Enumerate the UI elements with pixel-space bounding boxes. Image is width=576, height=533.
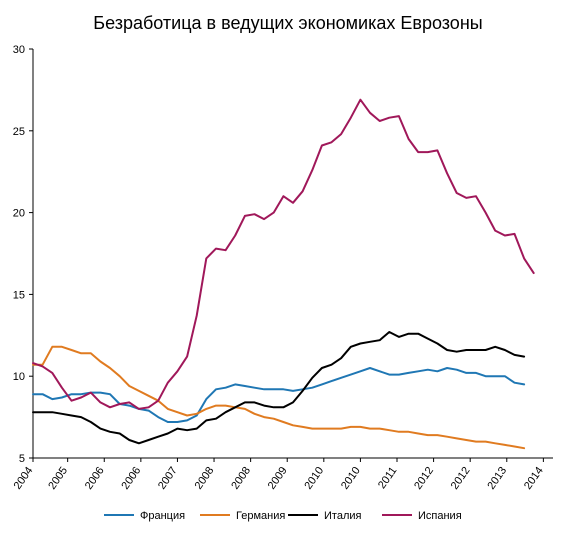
- y-tick-label: 20: [13, 208, 25, 220]
- legend-label: Германия: [236, 510, 285, 522]
- legend-label: Италия: [324, 510, 362, 522]
- legend-item-france: Франция: [104, 510, 185, 522]
- chart-axes: 5 10 15 20 25 30 2004 2005 2006 2006 2007 2008 2008 2…: [12, 44, 553, 492]
- legend-item-spain: Испания: [382, 510, 462, 522]
- x-tick-label: 2007: [156, 465, 180, 492]
- x-tick-label: 2004: [12, 465, 36, 492]
- x-tick-label: 2008: [193, 465, 217, 492]
- x-tick-label: 2006: [83, 465, 107, 492]
- series-lines: [32, 98, 535, 450]
- y-tick-label: 30: [13, 44, 25, 56]
- y-tick-label: 25: [13, 126, 25, 138]
- x-tick-label: 2010: [302, 465, 326, 492]
- y-tick-label: 15: [13, 289, 25, 301]
- x-tick-label: 2011: [376, 465, 399, 491]
- chart-legend: Франция Германия Италия Испания: [104, 510, 462, 522]
- x-tick-label: 2006: [119, 465, 143, 492]
- series-line-italy: [32, 331, 526, 445]
- legend-item-germany: Германия: [200, 510, 285, 522]
- x-tick-label: 2008: [229, 465, 253, 492]
- series-line-germany: [32, 345, 526, 450]
- x-tick-label: 2012: [412, 465, 436, 492]
- legend-label: Франция: [140, 510, 185, 522]
- legend-label: Испания: [418, 510, 462, 522]
- x-tick-label: 2009: [266, 465, 290, 492]
- series-line-spain: [32, 98, 535, 410]
- x-tick-label: 2012: [449, 465, 473, 492]
- x-tick-label: 2010: [339, 465, 363, 492]
- legend-item-italy: Италия: [288, 510, 362, 522]
- y-tick-label: 10: [13, 371, 25, 383]
- x-tick-label: 2013: [485, 465, 509, 492]
- x-tick-label: 2005: [46, 465, 70, 492]
- chart-title: Безработица в ведущих экономиках Еврозон…: [93, 13, 482, 33]
- y-tick-label: 5: [19, 453, 25, 465]
- series-line-france: [32, 367, 526, 423]
- x-tick-label: 2014: [522, 465, 546, 492]
